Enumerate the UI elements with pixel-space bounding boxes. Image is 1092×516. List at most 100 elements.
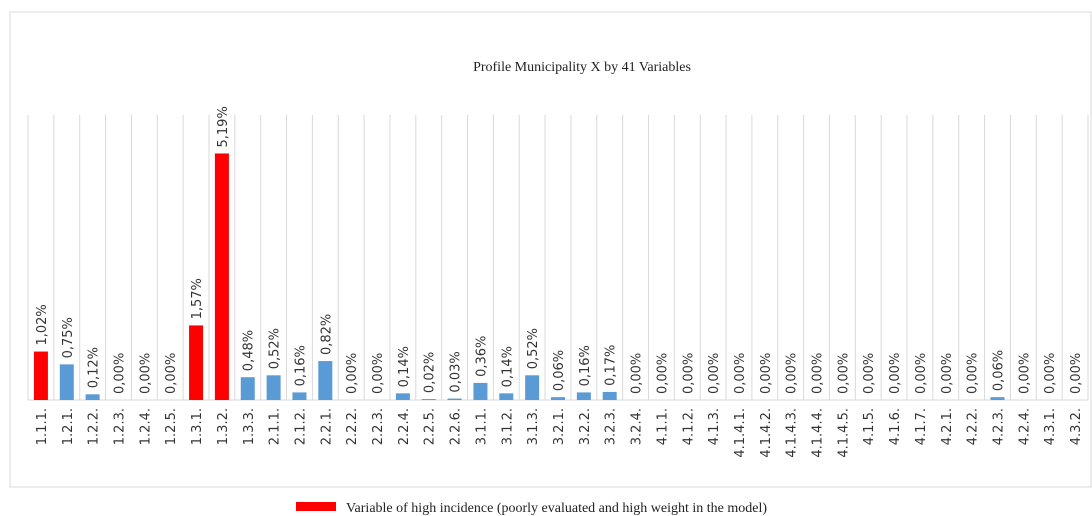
value-label: 0,03% [449,351,464,392]
value-label: 0,36% [474,336,489,377]
chart-frame [9,11,1092,488]
value-label: 0,00% [1069,353,1084,394]
value-label: 0,00% [811,353,826,394]
value-label: 0,48% [242,330,257,371]
bar [395,393,410,400]
x-tick-label: 2.2.5. [423,408,438,445]
bar [473,382,488,400]
value-label: 0,00% [940,353,955,394]
x-tick-label: 1.2.4. [138,408,153,445]
x-tick-label: 4.1.4.5. [836,408,851,458]
value-label: 0,00% [785,353,800,394]
bar [33,351,48,400]
x-tick-label: 4.2.2. [966,408,981,445]
x-tick-label: 4.1.4.3. [785,408,800,458]
x-tick-label: 3.2.4. [630,408,645,445]
value-label: 0,75% [61,317,76,358]
x-tick-label: 1.3.2. [216,408,231,445]
bar [576,392,591,400]
x-tick-label: 2.2.2. [345,408,360,445]
x-tick-label: 4.2.4. [1017,408,1032,445]
value-label: 0,00% [862,353,877,394]
x-tick-label: 3.1.3. [526,408,541,445]
value-label: 0,00% [164,353,179,394]
x-tick-label: 3.2.3. [604,408,619,445]
x-tick-label: 4.2.3. [992,408,1007,445]
bar [266,375,281,400]
value-label: 0,14% [500,346,515,387]
value-label: 0,16% [293,345,308,386]
x-tick-label: 4.1.5. [862,408,877,445]
x-tick-label: 1.2.3. [112,408,127,445]
x-tick-label: 2.1.2. [293,408,308,445]
value-label: 0,00% [914,353,929,394]
value-label: 0,00% [836,353,851,394]
x-tick-label: 4.1.2. [681,408,696,445]
value-label: 5,19% [216,106,231,147]
value-label: 0,00% [759,353,774,394]
x-tick-label: 3.2.2. [578,408,593,445]
value-label: 0,00% [707,353,722,394]
value-label: 0,12% [87,347,102,388]
value-label: 0,00% [630,353,645,394]
value-label: 0,02% [423,352,438,393]
x-tick-label: 3.1.2. [500,408,515,445]
value-label: 0,52% [268,328,283,369]
bar [59,364,74,400]
value-label: 0,00% [371,353,386,394]
value-label: 0,00% [112,353,127,394]
value-label: 0,17% [604,345,619,386]
x-tick-label: 1.1.1. [35,408,50,445]
x-tick-label: 4.3.1. [1043,408,1058,445]
value-label: 0,52% [526,328,541,369]
bar [990,397,1005,400]
bar [85,394,100,400]
x-tick-label: 1.2.5. [164,408,179,445]
x-tick-label: 4.1.3. [707,408,722,445]
x-tick-label: 2.1.1. [268,408,283,445]
x-tick-label: 4.1.4.4. [811,408,826,458]
value-label: 0,00% [733,353,748,394]
x-tick-label: 1.3.3. [242,408,257,445]
x-tick-label: 2.2.3. [371,408,386,445]
bar [421,399,436,400]
bar [499,393,514,400]
value-label: 0,00% [888,353,903,394]
value-label: 0,06% [992,350,1007,391]
value-label: 1,02% [35,304,50,345]
value-label: 0,00% [655,353,670,394]
bar [525,375,540,400]
x-tick-label: 2.2.6. [449,408,464,445]
x-tick-label: 4.1.1. [655,408,670,445]
value-label: 0,00% [138,353,153,394]
x-tick-label: 4.1.6. [888,408,903,445]
chart-title: Profile Municipality X by 41 Variables [473,60,691,75]
bar [240,377,255,400]
value-label: 0,82% [319,314,334,355]
value-label: 1,57% [190,278,205,319]
bar [292,392,307,400]
value-label: 0,00% [345,353,360,394]
x-tick-label: 1.2.2. [87,408,102,445]
bar [602,391,617,400]
x-tick-label: 2.2.4. [397,408,412,445]
x-tick-label: 1.2.1. [61,408,76,445]
legend-label: Variable of high incidence (poorly evalu… [346,501,767,516]
bar [318,361,333,400]
x-tick-label: 1.3.1. [190,408,205,445]
x-tick-label: 3.2.1. [552,408,567,445]
x-tick-label: 4.1.7. [914,408,929,445]
value-label: 0,16% [578,345,593,386]
value-label: 0,06% [552,350,567,391]
x-tick-label: 2.2.1. [319,408,334,445]
x-tick-label: 4.1.4.1. [733,408,748,458]
value-label: 0,00% [1043,353,1058,394]
value-label: 0,00% [966,353,981,394]
legend-swatch [296,502,336,511]
x-tick-label: 4.3.2. [1069,408,1084,445]
x-tick-label: 4.1.4.2. [759,408,774,458]
value-label: 0,00% [1017,353,1032,394]
x-tick-label: 4.2.1. [940,408,955,445]
value-label: 0,14% [397,346,412,387]
